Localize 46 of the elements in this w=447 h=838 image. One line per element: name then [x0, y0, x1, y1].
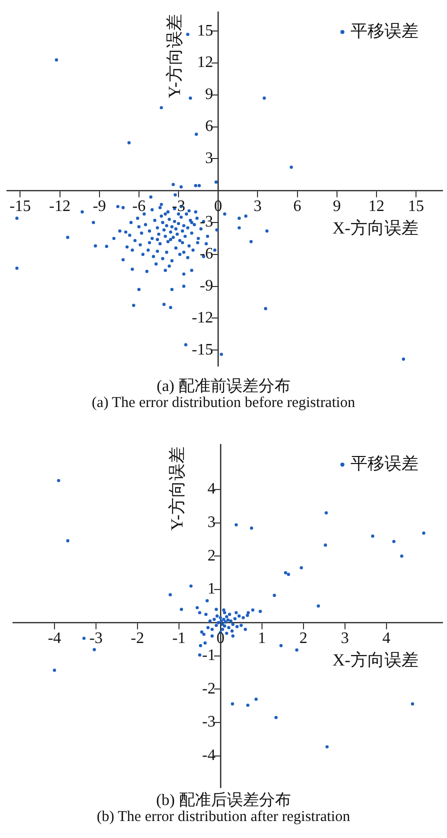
x-tick-label: 3: [340, 630, 349, 647]
y-tick-label: 4: [207, 480, 216, 498]
y-tick-label: -1: [202, 647, 216, 664]
text: (b) 配准后误差分布: [155, 792, 292, 809]
x-tick-label: 4: [382, 630, 390, 647]
text: (b) The error distribution after registration: [96, 809, 352, 826]
y-tick-label: -6: [200, 246, 214, 263]
y-tick-label: 3: [205, 150, 214, 167]
text: (a) The error distribution before registration: [90, 395, 356, 412]
x-tick-label: 9: [332, 198, 341, 215]
y-tick-label: 9: [205, 86, 214, 104]
x-tick-label: -6: [132, 198, 146, 215]
x-tick-label: -9: [92, 198, 106, 215]
x-tick-label: 1: [258, 630, 266, 647]
x-tick-label: -3: [89, 630, 103, 647]
y-tick-label: 2: [207, 547, 216, 564]
y-tick-label: -12: [192, 309, 214, 326]
x-tick-label: 3: [254, 198, 262, 215]
legend-label: 平移误差: [350, 21, 418, 40]
x-tick-label: 12: [368, 198, 384, 215]
y-tick-label: -3: [202, 714, 216, 731]
y-tick-label: -3: [200, 214, 214, 231]
x-tick-label: -15: [10, 198, 31, 215]
y-tick-label: -9: [200, 277, 214, 294]
x-axis-title: X-方向误差: [332, 650, 418, 670]
legend-label: 平移误差: [350, 454, 418, 474]
x-tick-label: -2: [130, 630, 144, 647]
y-tick-label: 3: [207, 514, 216, 532]
text: (a) 配准前误差分布: [156, 378, 292, 395]
y-axis-title: Y-方向误差: [167, 446, 186, 531]
y-tick-label: -15: [192, 341, 214, 358]
x-tick-label: -1: [172, 630, 186, 647]
x-tick-label: 6: [293, 198, 302, 215]
x-tick-label: -3: [172, 198, 186, 215]
x-tick-label: 2: [299, 630, 308, 647]
y-tick-label: 6: [205, 118, 214, 136]
y-axis-title: Y-方向误差: [165, 14, 184, 98]
y-tick-label: 1: [207, 580, 216, 598]
x-tick-label: 15: [408, 198, 424, 215]
y-tick-label: -2: [202, 680, 216, 698]
x-axis-title: X-方向误差: [332, 218, 418, 238]
x-tick-label: -4: [48, 630, 62, 647]
y-tick-label: 15: [197, 22, 214, 40]
y-tick-label: -4: [202, 746, 216, 764]
y-tick-label: 12: [197, 54, 214, 72]
x-tick-label: -12: [49, 198, 70, 215]
